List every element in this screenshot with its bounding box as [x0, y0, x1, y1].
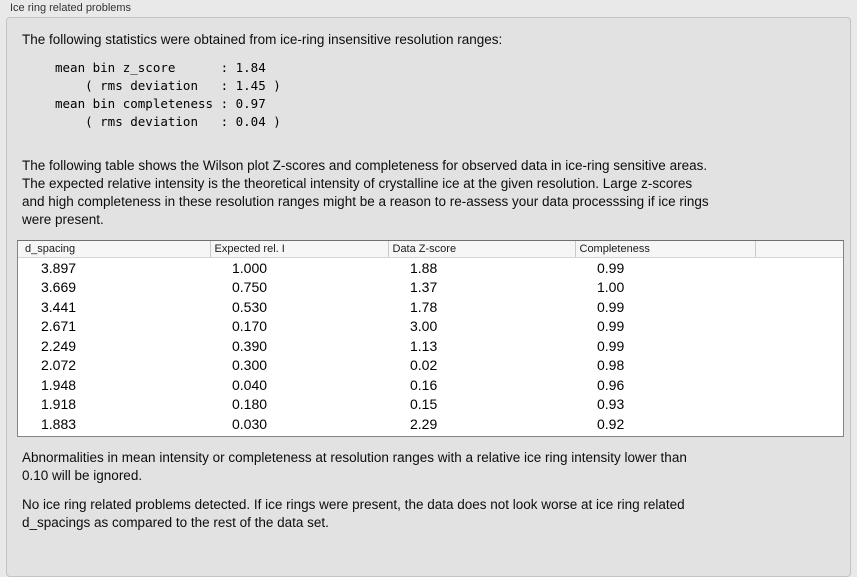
table-cell: 0.390 [232, 337, 268, 354]
table-cell: 1.88 [410, 259, 438, 276]
table-cell: 1.918 [41, 396, 77, 413]
table-row[interactable]: 2.671 0.170 3.00 0.99 [18, 317, 843, 337]
table-cell: 0.99 [597, 337, 625, 354]
table-cell: 0.300 [232, 357, 268, 374]
table-cell: 3.897 [41, 259, 77, 276]
table-cell [755, 278, 843, 298]
table-cell [755, 297, 843, 317]
table-cell: 1.37 [410, 279, 438, 296]
stats-values-block: mean bin z_score : 1.84 ( rms deviation … [55, 60, 281, 129]
table-cell: 1.00 [597, 279, 625, 296]
column-header-d-spacing[interactable]: d_spacing [18, 241, 210, 258]
table-row[interactable]: 3.669 0.750 1.37 1.00 [18, 278, 843, 298]
table-cell: 0.750 [232, 279, 268, 296]
table-cell [755, 356, 843, 376]
table-cell: 0.040 [232, 376, 268, 393]
panel-title: Ice ring related problems [10, 2, 132, 14]
table-cell: 0.99 [597, 298, 625, 315]
table-cell: 2.29 [410, 415, 438, 432]
ice-ring-table: d_spacing Expected rel. I Data Z-score C… [17, 240, 844, 437]
column-header-expected-rel-i[interactable]: Expected rel. I [209, 241, 388, 258]
table-cell: 0.02 [410, 357, 438, 374]
column-header-empty [754, 241, 843, 258]
table-header-row: d_spacing Expected rel. I Data Z-score C… [18, 241, 843, 258]
table-cell: 0.030 [232, 415, 268, 432]
table-row[interactable]: 1.883 0.030 2.29 0.92 [18, 414, 843, 434]
table-cell: 1.000 [232, 259, 268, 276]
table-cell: 3.441 [41, 298, 77, 315]
result-summary-text: No ice ring related problems detected. I… [22, 497, 685, 530]
table-cell: 3.00 [410, 318, 438, 335]
table-cell: 0.170 [232, 318, 268, 335]
table-cell [755, 375, 843, 395]
table-row[interactable]: 1.918 0.180 0.15 0.93 [18, 395, 843, 415]
column-header-completeness[interactable]: Completeness [574, 241, 755, 258]
table-row[interactable]: 3.897 1.000 1.88 0.99 [18, 258, 843, 278]
table-cell: 0.16 [410, 376, 438, 393]
table-cell: 1.948 [41, 376, 77, 393]
ice-ring-panel: The following statistics were obtained f… [6, 17, 851, 577]
stats-intro-text: The following statistics were obtained f… [22, 32, 503, 47]
table-cell: 2.072 [41, 357, 77, 374]
table-cell: 2.671 [41, 318, 77, 335]
table-cell: 2.249 [41, 337, 77, 354]
table-cell: 1.883 [41, 415, 77, 432]
table-cell [755, 414, 843, 434]
table-cell: 0.99 [597, 259, 625, 276]
table-cell: 0.15 [410, 396, 438, 413]
table-cell: 1.78 [410, 298, 438, 315]
table-cell: 0.92 [597, 415, 625, 432]
ignore-note-text: Abnormalities in mean intensity or compl… [22, 450, 687, 483]
table-cell: 0.93 [597, 396, 625, 413]
table-row[interactable]: 3.441 0.530 1.78 0.99 [18, 297, 843, 317]
table-cell: 0.530 [232, 298, 268, 315]
table-description-text: The following table shows the Wilson plo… [22, 158, 709, 227]
ice-table-body: 3.897 1.000 1.88 0.99 3.669 0.750 1.37 1.00 3.44… [18, 258, 843, 434]
table-row[interactable]: 1.948 0.040 0.16 0.96 [18, 375, 843, 395]
table-cell: 0.180 [232, 396, 268, 413]
table-row[interactable]: 2.072 0.300 0.02 0.98 [18, 356, 843, 376]
table-cell: 1.13 [410, 337, 438, 354]
table-cell: 0.96 [597, 376, 625, 393]
column-header-data-z-score[interactable]: Data Z-score [387, 241, 575, 258]
table-cell: 0.98 [597, 357, 625, 374]
table-cell: 3.669 [41, 279, 77, 296]
table-cell [755, 336, 843, 356]
table-cell: 0.99 [597, 318, 625, 335]
table-cell [755, 258, 843, 278]
table-row[interactable]: 2.249 0.390 1.13 0.99 [18, 336, 843, 356]
table-cell [755, 317, 843, 337]
table-cell [755, 395, 843, 415]
